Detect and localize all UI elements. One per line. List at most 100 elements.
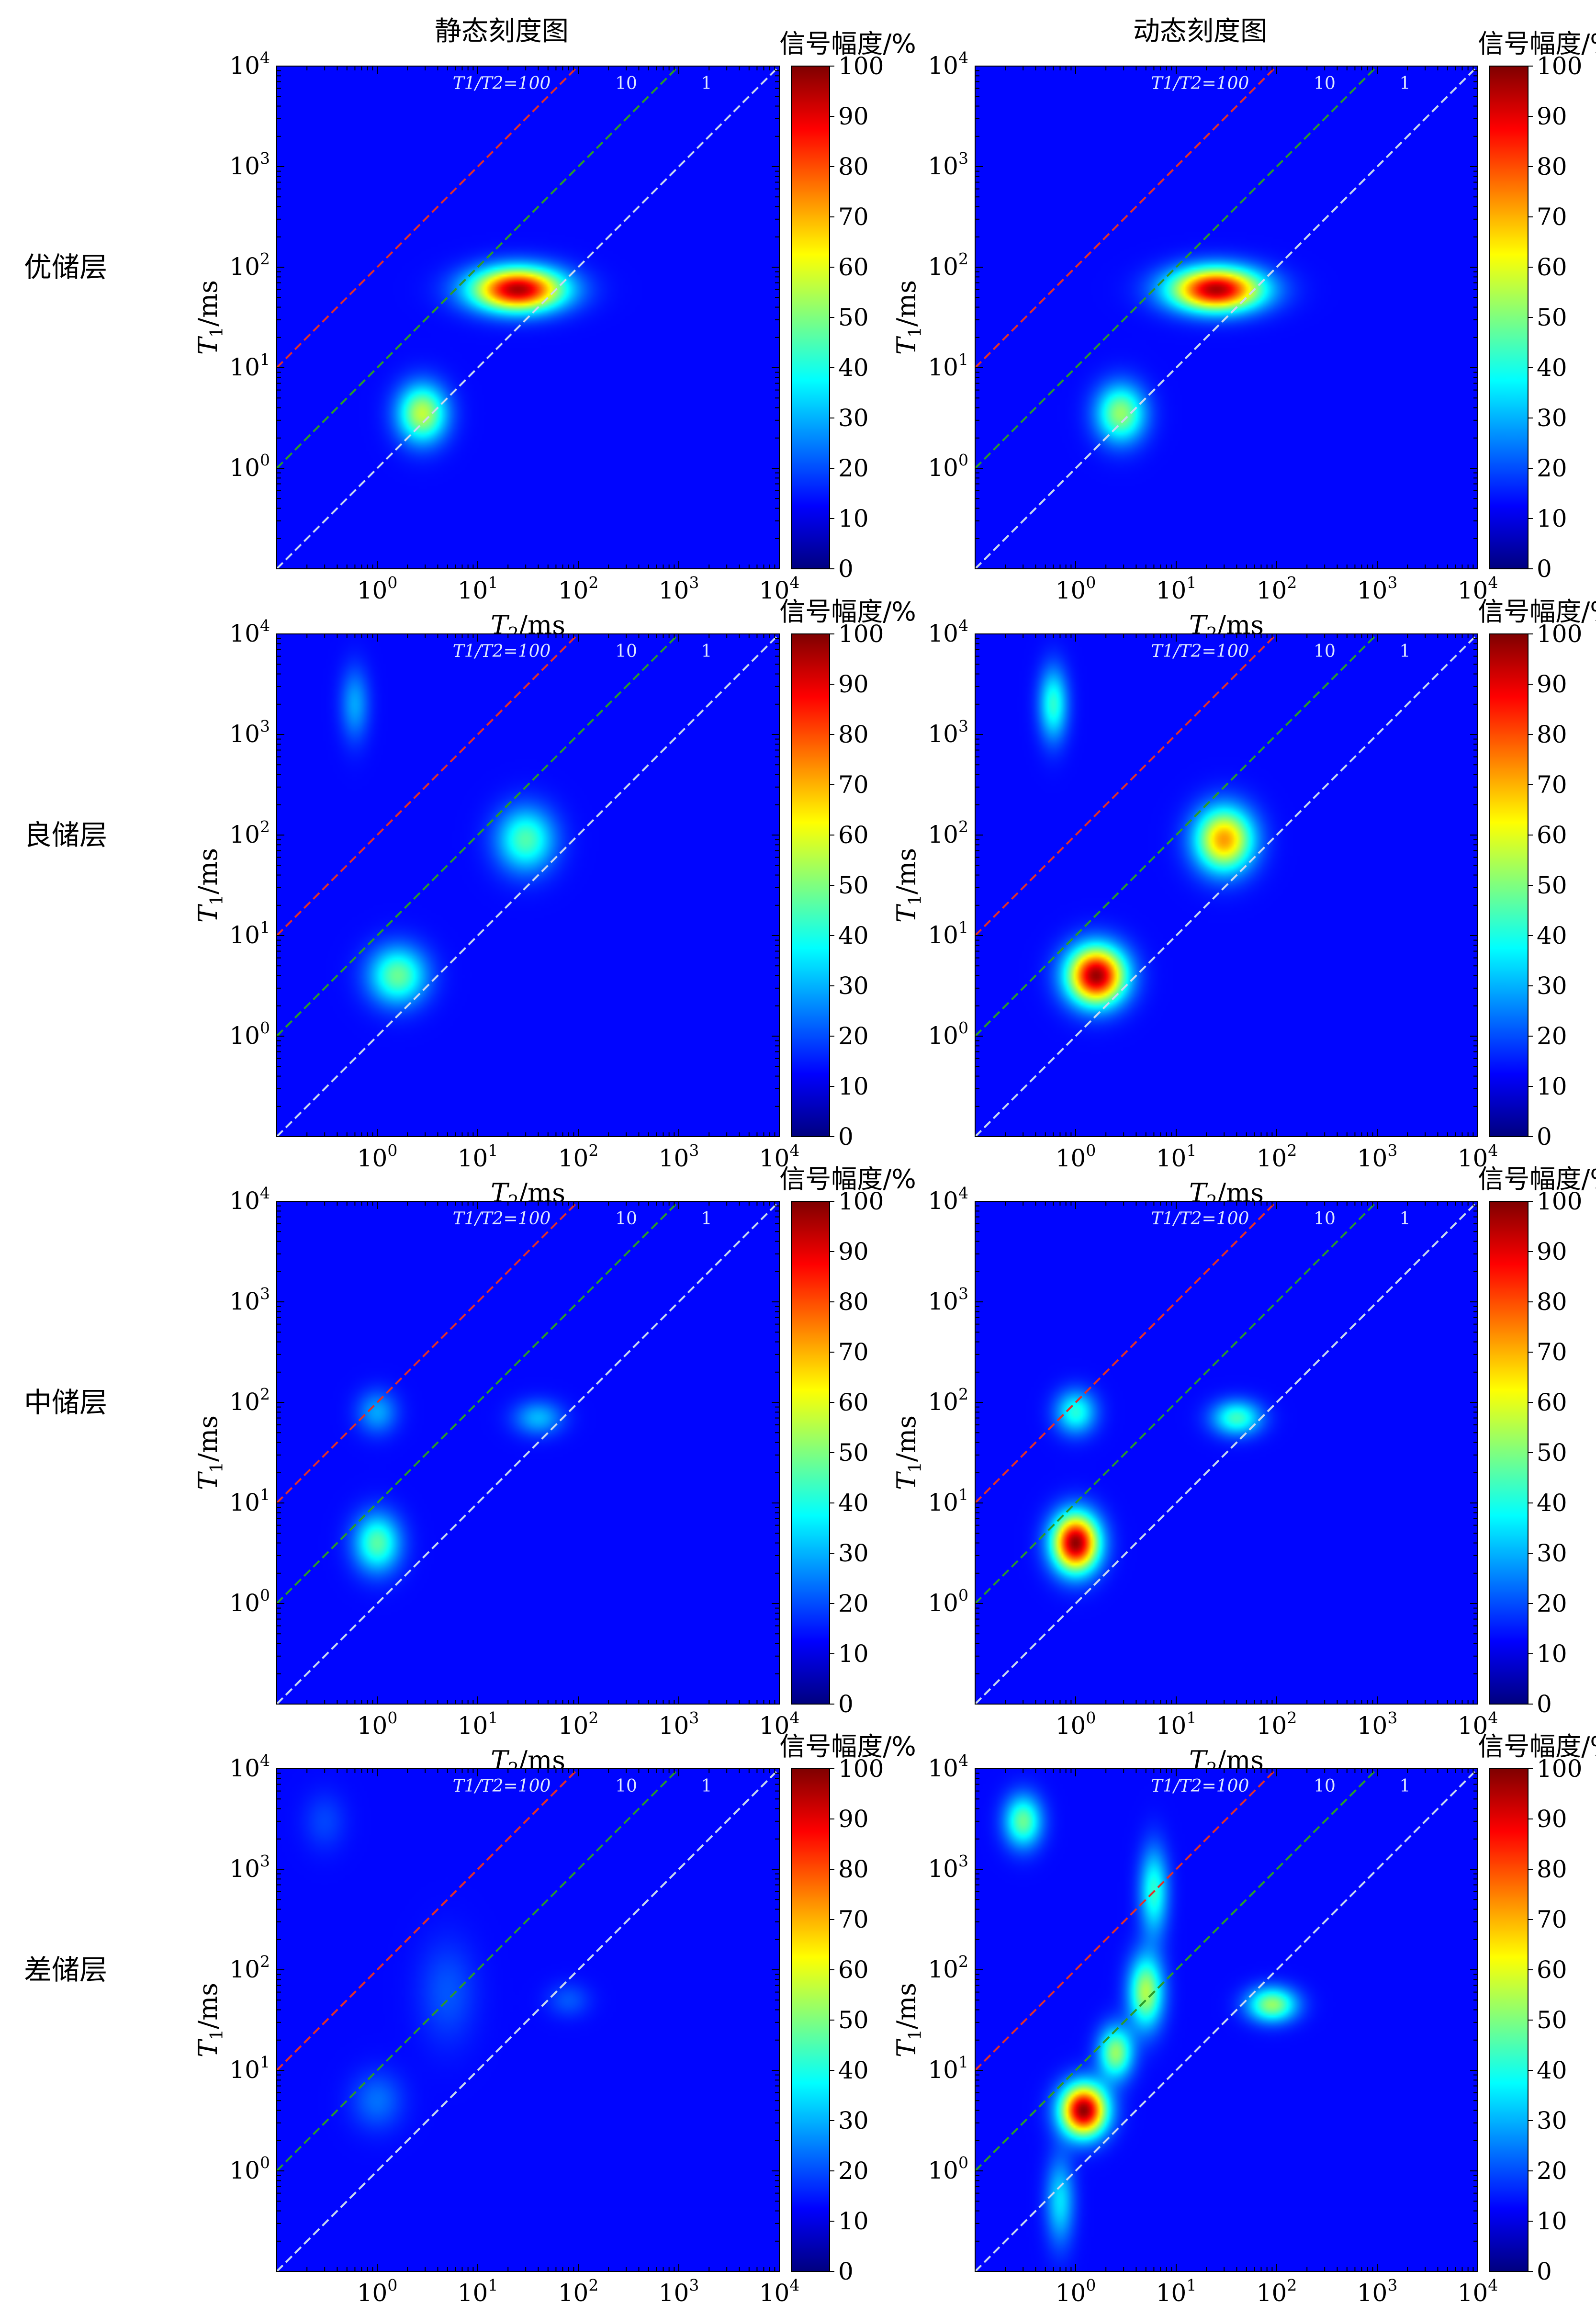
colorbar-tick-label: 0: [1537, 555, 1552, 583]
y-tick-label-0: 100: [229, 1586, 270, 1617]
colorbar-tick-label: 60: [1537, 253, 1567, 281]
colorbar-tick-label: 40: [1537, 2056, 1567, 2084]
ratio-10-label: 10: [615, 1209, 637, 1229]
y-tick-label-0: 100: [928, 1018, 968, 1050]
ratio-10-line: [975, 634, 1378, 1037]
colorbar-tick-label: 20: [1537, 454, 1567, 482]
ratio-lines: [975, 1201, 1478, 1704]
colorbar-tick-label: 0: [838, 555, 854, 583]
colorbar-tick-label: 100: [1537, 52, 1582, 80]
ratio-10-label: 10: [1314, 642, 1336, 661]
y-tick-label-0: 100: [229, 2153, 270, 2184]
x-tick-label-1: 101: [458, 1141, 498, 1172]
ratio-1-line: [975, 1201, 1478, 1704]
colorbar-tick-label: 70: [838, 203, 869, 231]
plot-frame: [276, 1768, 780, 2272]
colorbar-label: 信号幅度/%: [1478, 597, 1596, 627]
colorbar-tick-label: 60: [838, 821, 869, 849]
x-tick-label-0: 100: [357, 1708, 398, 1739]
axis-ticks: [276, 1768, 780, 2272]
colorbar-tick-label: 40: [1537, 1489, 1567, 1517]
plot-frame: [276, 1201, 780, 1705]
x-tick-label-2: 102: [1257, 2276, 1297, 2304]
colorbar-tick-label: 50: [838, 871, 869, 899]
colorbar-tick-label: 100: [1537, 1187, 1582, 1215]
y-tick-label-1: 101: [229, 1485, 270, 1516]
colorbar-label: 信号幅度/%: [1478, 1164, 1596, 1194]
y-tick-label-4: 104: [928, 1751, 968, 1782]
colorbar-tick-label: 20: [1537, 1590, 1567, 1617]
colorbar-tick-label: 40: [838, 1489, 869, 1517]
colorbar-tick-label: 60: [838, 1389, 869, 1416]
colorbar-tick-label: 40: [838, 922, 869, 949]
colorbar-tick-label: 10: [838, 1073, 869, 1100]
y-axis-label-group: T1/ms: [891, 848, 925, 923]
ratio-100-label: T1/T2=100: [1151, 74, 1249, 93]
y-axis-label: T1/ms: [193, 280, 227, 355]
ratio-10-line: [975, 1769, 1378, 2172]
colorbar-tick-label: 30: [838, 1539, 869, 1567]
y-axis-label: T1/ms: [891, 280, 925, 355]
colorbar-tick-label: 70: [838, 771, 869, 799]
colorbar-tick-label: 100: [838, 1755, 884, 1783]
ratio-100-line: [277, 634, 579, 937]
y-tick-label-4: 104: [229, 1184, 270, 1215]
colorbar-tick-label: 50: [838, 304, 869, 331]
colorbar-tick-label: 50: [1537, 871, 1567, 899]
colorbar-tick-label: 30: [838, 404, 869, 432]
y-axis-label: T1/ms: [891, 848, 925, 923]
y-tick-label-2: 102: [229, 1385, 270, 1416]
colorbar-tick-label: 60: [838, 1956, 869, 1984]
plot-frame: [975, 633, 1478, 1137]
y-tick-label-2: 102: [928, 817, 968, 848]
x-tick-label-4: 104: [759, 573, 800, 604]
ratio-1-line: [277, 1201, 779, 1704]
y-tick-label-1: 101: [928, 1485, 968, 1516]
y-tick-label-0: 100: [928, 1586, 968, 1617]
y-tick-label-2: 102: [928, 1952, 968, 1983]
ratio-1-line: [975, 1769, 1478, 2271]
colorbar-tick-label: 100: [838, 620, 884, 648]
x-tick-label-3: 103: [1357, 1708, 1398, 1739]
y-axis-label: T1/ms: [193, 848, 227, 923]
colorbar-tick-label: 30: [1537, 404, 1567, 432]
ratio-100-line: [975, 66, 1278, 369]
colorbar-tick-label: 0: [1537, 1690, 1552, 1718]
ratio-100-line: [975, 1201, 1278, 1504]
colorbar-tick-label: 30: [1537, 972, 1567, 1000]
x-tick-label-3: 103: [659, 573, 699, 604]
colorbar-tick-label: 100: [838, 52, 884, 80]
y-tick-label-0: 100: [928, 2153, 968, 2184]
colorbar-tick-label: 80: [1537, 1855, 1567, 1883]
colorbar-tick-label: 30: [838, 2107, 869, 2135]
y-tick-label-3: 103: [928, 149, 968, 180]
y-tick-label-2: 102: [229, 249, 270, 281]
row-label-0: 优储层: [24, 251, 107, 283]
colorbar-tick-label: 60: [1537, 1956, 1567, 1984]
x-tick-label-0: 100: [1056, 573, 1096, 604]
y-tick-label-1: 101: [229, 350, 270, 381]
x-tick-label-0: 100: [357, 2276, 398, 2304]
colorbar-tick-label: 30: [1537, 1539, 1567, 1567]
y-tick-label-3: 103: [928, 717, 968, 748]
axis-ticks: [276, 633, 780, 1137]
ratio-1-line: [277, 1769, 779, 2271]
ratio-10-label: 10: [1314, 1209, 1336, 1229]
axis-ticks: [975, 1768, 1478, 2272]
colorbar-tick-label: 80: [838, 721, 869, 748]
colorbar-tick-label: 30: [1537, 2107, 1567, 2135]
colorbar-tick-label: 70: [1537, 771, 1567, 799]
colorbar-tick-label: 50: [1537, 2006, 1567, 2034]
y-tick-label-0: 100: [229, 1018, 270, 1050]
y-tick-label-1: 101: [229, 2053, 270, 2084]
colorbar: [791, 1768, 830, 2272]
colorbar-tick-label: 10: [838, 2207, 869, 2235]
row-label-3: 差储层: [24, 1954, 107, 1986]
ratio-100-label: T1/T2=100: [1151, 642, 1249, 661]
colorbar-label: 信号幅度/%: [779, 1731, 916, 1762]
plot-frame: [276, 66, 780, 569]
ratio-10-line: [277, 634, 680, 1037]
